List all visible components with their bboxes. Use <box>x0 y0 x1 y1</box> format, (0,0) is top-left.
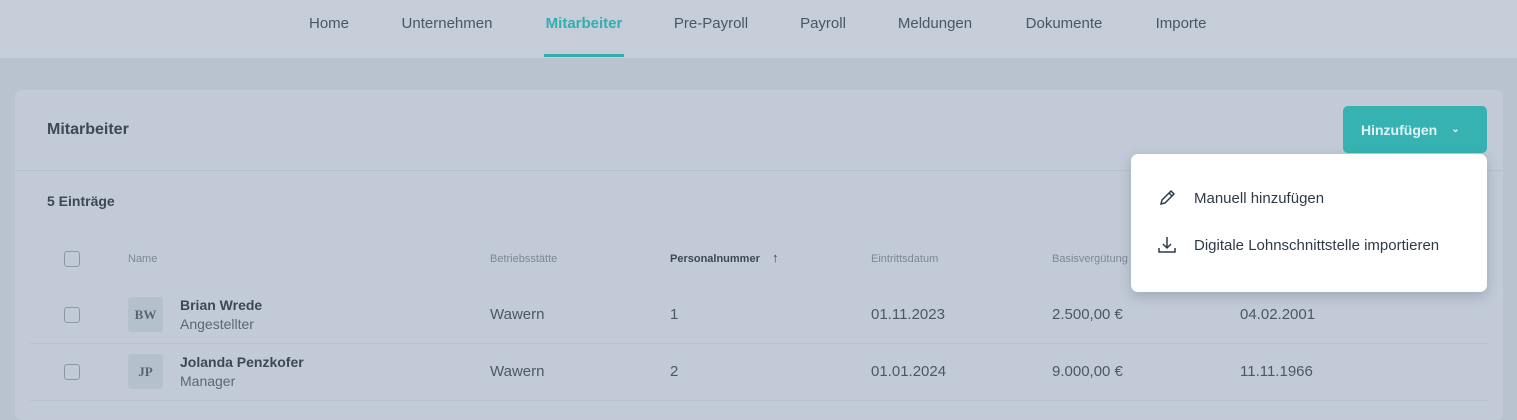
personalnummer: 2 <box>670 363 679 380</box>
add-dropdown-menu: Manuell hinzufügen Digitale Lohnschnitts… <box>1131 154 1487 292</box>
employee-name[interactable]: Brian Wrede <box>180 297 263 313</box>
site: Wawern <box>490 363 545 380</box>
entry-count: 5 Einträge <box>47 193 115 209</box>
nav-pre-payroll[interactable]: Pre-Payroll <box>673 15 749 32</box>
nav-meldungen[interactable]: Meldungen <box>897 15 973 32</box>
base-pay: 2.500,00 € <box>1052 306 1123 323</box>
header-site[interactable]: Betriebsstätte <box>490 253 558 265</box>
header-entry-date[interactable]: Eintrittsdatum <box>871 253 939 265</box>
entry-date: 01.11.2023 <box>871 306 945 323</box>
nav-payroll[interactable]: Payroll <box>800 15 846 32</box>
nav-importe[interactable]: Importe <box>1155 15 1207 32</box>
menu-item-label: Manuell hinzufügen <box>1194 189 1325 207</box>
divider <box>15 170 1503 171</box>
nav-dokumente[interactable]: Dokumente <box>1025 15 1103 32</box>
row-checkbox[interactable] <box>64 364 80 380</box>
top-nav: Home Unternehmen Mitarbeiter Pre-Payroll… <box>0 0 1517 58</box>
birth-date: 04.02.2001 <box>1240 306 1316 323</box>
menu-item-import[interactable]: Digitale Lohnschnittstelle importieren <box>1157 235 1439 255</box>
employee-role: Angestellter <box>180 316 254 332</box>
header-name[interactable]: Name <box>128 253 158 265</box>
menu-item-label: Digitale Lohnschnittstelle importieren <box>1194 236 1440 254</box>
site: Wawern <box>490 306 545 323</box>
base-pay: 9.000,00 € <box>1052 363 1123 380</box>
birth-date: 11.11.1966 <box>1240 363 1313 380</box>
nav-mitarbeiter[interactable]: Mitarbeiter <box>545 15 623 32</box>
menu-item-manual-add[interactable]: Manuell hinzufügen <box>1157 188 1324 208</box>
entry-date: 01.01.2024 <box>871 363 947 380</box>
pencil-icon <box>1159 189 1176 206</box>
row-divider <box>30 400 1488 401</box>
avatar: JP <box>128 354 163 389</box>
avatar: BW <box>128 297 163 332</box>
header-base-pay[interactable]: Basisvergütung <box>1052 253 1128 265</box>
personalnummer: 1 <box>670 306 679 323</box>
download-icon <box>1158 237 1176 253</box>
employee-role: Manager <box>180 373 236 389</box>
active-tab-indicator <box>544 54 624 57</box>
card-title: Mitarbeiter <box>47 121 129 138</box>
nav-unternehmen[interactable]: Unternehmen <box>401 15 493 32</box>
employee-name[interactable]: Jolanda Penzkofer <box>180 354 304 370</box>
select-all-checkbox[interactable] <box>64 251 80 267</box>
header-personalnummer[interactable]: Personalnummer <box>670 253 760 265</box>
row-checkbox[interactable] <box>64 307 80 323</box>
add-button-label: Hinzufügen <box>1361 121 1438 138</box>
sort-up-icon[interactable]: ↑ <box>772 250 779 265</box>
chevron-down-icon: ⌄ <box>1451 124 1460 135</box>
add-button[interactable]: Hinzufügen ⌄ <box>1343 106 1487 153</box>
row-divider <box>30 343 1488 344</box>
nav-home[interactable]: Home <box>308 15 350 32</box>
